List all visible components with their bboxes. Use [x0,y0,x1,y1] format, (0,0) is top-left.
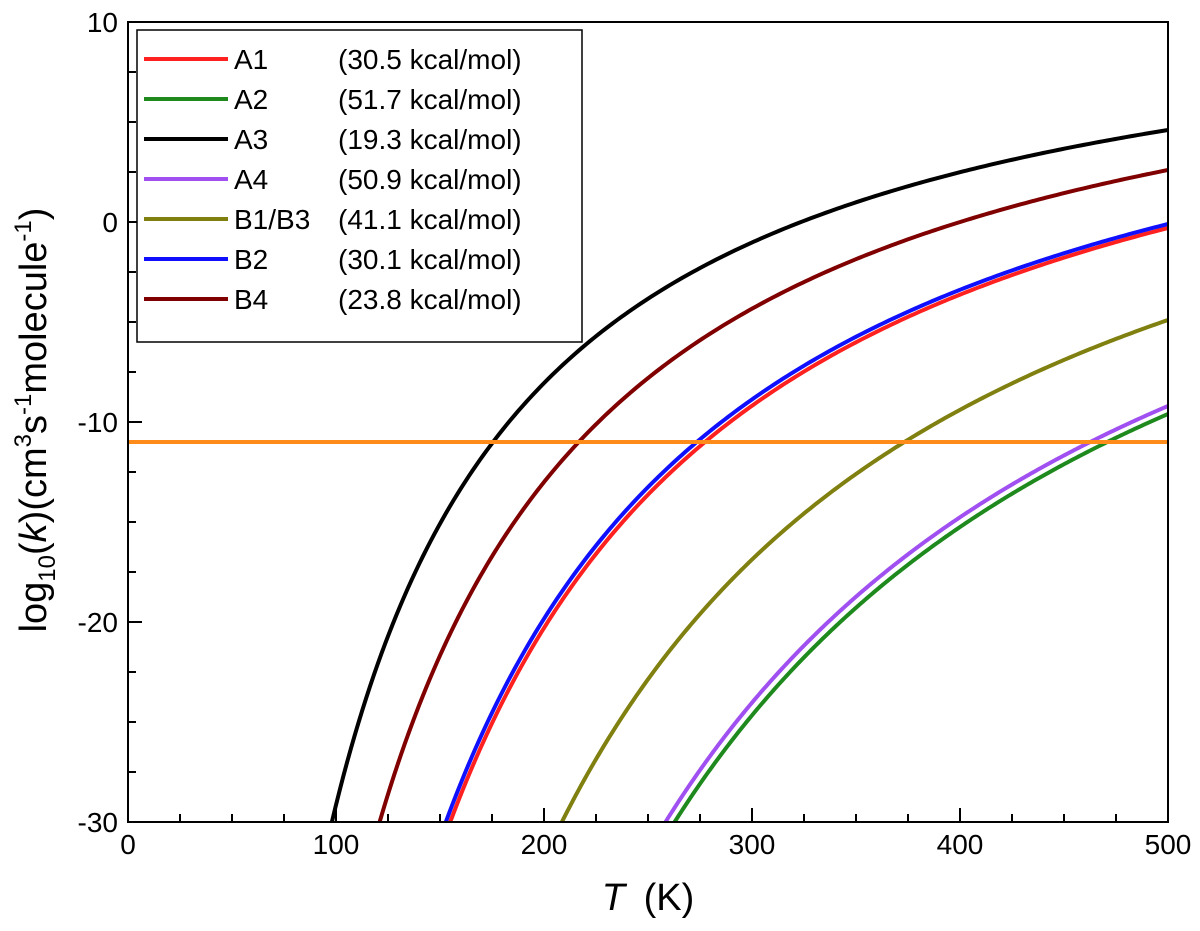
series-lines [128,128,1168,822]
y-axis-sub: 10 [34,555,61,582]
legend-series-name: B1/B3 [234,204,310,235]
legend-series-name: A1 [234,44,268,75]
y-axis-close: ) [13,208,55,221]
y-axis-title: log10(k)(cm3s-1molecule-1) [10,208,61,633]
x-tick-label: 400 [937,829,984,860]
y-axis-expm1b: -1 [10,220,37,241]
series-line-b4 [377,168,1168,822]
plot-frame [127,21,1169,823]
legend-series-energy: (51.7 kcal/mol) [338,84,522,115]
series-line-a2 [672,412,1168,822]
x-tick-label: 300 [729,829,776,860]
y-axis-exp3: 3 [10,434,37,447]
y-tick-label: 10 [87,7,118,38]
x-tick-label: 0 [120,829,136,860]
legend-box [136,29,583,343]
x-axis-unit: (K) [644,877,695,919]
legend-series-energy: (30.1 kcal/mol) [338,244,522,275]
y-tick-label: 0 [102,207,118,238]
y-axis-cm: )(cm [13,447,55,523]
legend-series-name: A2 [234,84,268,115]
series-line-b1-b3 [560,318,1168,822]
legend-series-energy: (23.8 kcal/mol) [338,284,522,315]
series-line-b2 [443,222,1168,822]
y-axis-open: ( [13,542,55,555]
y-axis-molecule: molecule [13,242,55,394]
series-line-a4 [663,404,1168,822]
legend-series-name: B4 [234,284,268,315]
legend-series-energy: (19.3 kcal/mol) [338,124,522,155]
legend: A1 (30.5 kcal/mol) A2 (51.7 kcal/mol) A3 (19.… [136,29,583,343]
y-axis-expm1: -1 [10,394,37,415]
series-line-a3 [329,128,1168,822]
y-tick-label: -30 [78,807,118,838]
series-line-a1 [448,226,1168,822]
legend-series-energy: (30.5 kcal/mol) [338,44,522,75]
legend-series-energy: (41.1 kcal/mol) [338,204,522,235]
y-axis-k: k [13,521,55,542]
legend-series-name: A3 [234,124,268,155]
legend-series-name: B2 [234,244,268,275]
x-axis-title: T (K) [602,877,694,919]
y-tick-label: -10 [78,407,118,438]
legend-series-energy: (50.9 kcal/mol) [338,164,522,195]
y-axis-s: s [13,415,55,434]
legend-series-name: A4 [234,164,268,195]
x-tick-label: 200 [521,829,568,860]
x-tick-label: 100 [313,829,360,860]
x-axis-symbol: T [602,877,628,919]
y-axis-log: log [13,582,55,633]
y-tick-label: -20 [78,607,118,638]
x-tick-label: 500 [1145,829,1192,860]
